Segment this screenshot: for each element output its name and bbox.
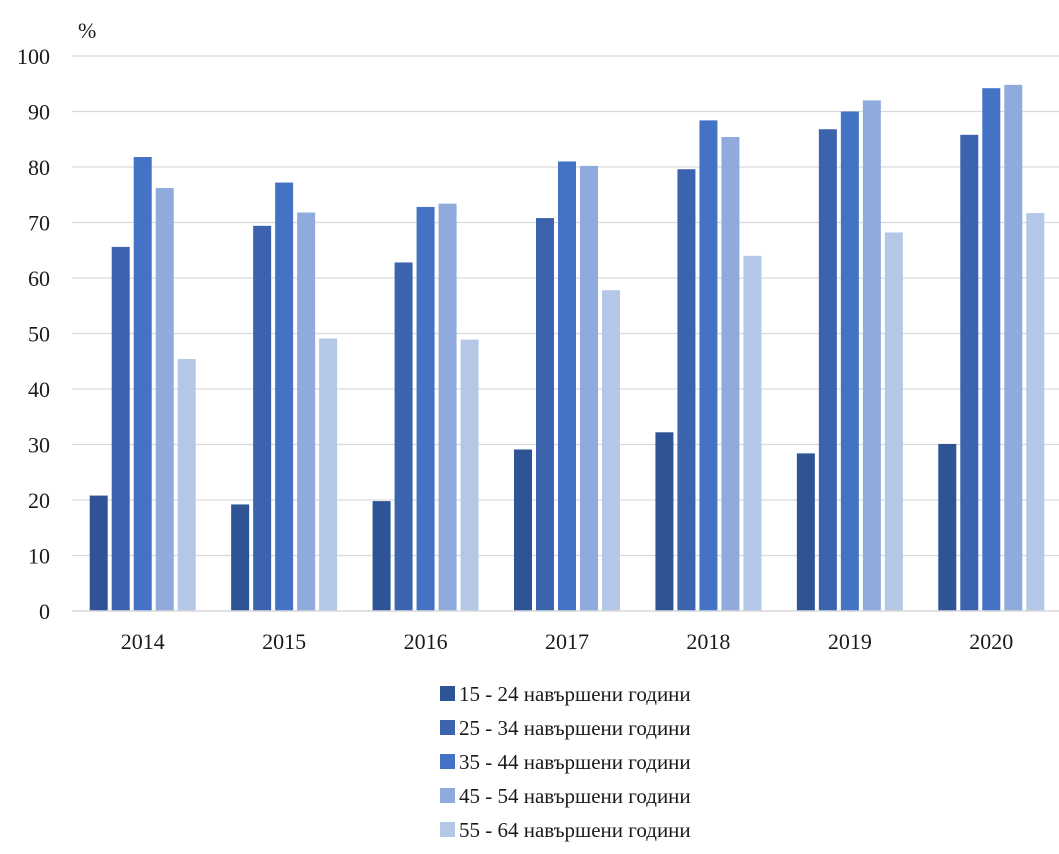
bar — [536, 218, 554, 611]
x-tick-label: 2019 — [828, 629, 872, 654]
bar — [655, 432, 674, 611]
bar — [818, 129, 837, 611]
bar — [602, 290, 620, 611]
x-tick-label: 2014 — [121, 629, 165, 654]
legend-label: 45 - 54 навършени години — [459, 784, 691, 808]
y-tick-label: 90 — [28, 100, 50, 125]
bar — [982, 88, 1001, 611]
bar — [253, 225, 272, 611]
bar — [580, 165, 598, 611]
bar — [721, 137, 740, 611]
bar — [275, 182, 294, 612]
bar — [1004, 84, 1023, 612]
bar — [297, 212, 316, 611]
bar — [796, 453, 815, 611]
bar — [840, 111, 859, 611]
bar — [558, 161, 576, 611]
bar — [177, 359, 196, 611]
x-tick-label: 2018 — [686, 629, 730, 654]
y-tick-label: 80 — [28, 155, 50, 180]
bar — [155, 188, 174, 611]
legend-label: 55 - 64 навършени години — [459, 818, 691, 842]
bar — [938, 443, 957, 611]
bar — [862, 100, 881, 612]
y-tick-label: 30 — [28, 433, 50, 458]
y-tick-label: 70 — [28, 211, 50, 236]
bar — [677, 169, 696, 611]
legend-swatch — [440, 720, 455, 735]
bar — [133, 157, 152, 611]
y-tick-label: 100 — [17, 44, 50, 69]
legend: 15 - 24 навършени години 25 - 34 навършен… — [440, 682, 691, 842]
bar — [699, 120, 718, 611]
bar — [111, 246, 130, 612]
legend-label: 15 - 24 навършени години — [459, 682, 691, 706]
bar — [416, 206, 435, 611]
y-tick-label: 20 — [28, 488, 50, 513]
bar — [372, 501, 391, 611]
y-tick-label: 60 — [28, 266, 50, 291]
y-tick-label: 50 — [28, 322, 50, 347]
bar — [1026, 213, 1045, 611]
x-tick-label: 2015 — [262, 629, 306, 654]
bar — [231, 504, 250, 611]
legend-swatch — [440, 788, 455, 803]
bar — [884, 232, 903, 612]
bar — [460, 339, 479, 611]
legend-swatch — [440, 822, 455, 837]
y-tick-label: 40 — [28, 377, 50, 402]
bar — [960, 134, 979, 611]
x-tick-label: 2017 — [545, 629, 589, 654]
bars — [89, 84, 1045, 612]
x-tick-label: 2020 — [969, 629, 1013, 654]
legend-swatch — [440, 754, 455, 769]
legend-swatch — [440, 686, 455, 701]
bar — [514, 449, 532, 611]
bar — [394, 262, 413, 611]
y-axis-ticks: 0 10 20 30 40 50 60 70 80 90 100 — [17, 44, 50, 624]
legend-label: 35 - 44 навършени години — [459, 750, 691, 774]
y-tick-label: 0 — [39, 599, 50, 624]
bar — [438, 203, 457, 611]
bar — [89, 495, 108, 611]
y-axis-unit-label: % — [78, 18, 96, 43]
x-tick-label: 2016 — [404, 629, 448, 654]
y-tick-label: 10 — [28, 544, 50, 569]
bar — [319, 338, 338, 611]
x-axis-ticks: 2014 2015 2016 2017 2018 2019 2020 — [121, 629, 1014, 654]
legend-label: 25 - 34 навършени години — [459, 716, 691, 740]
bar — [743, 255, 762, 612]
